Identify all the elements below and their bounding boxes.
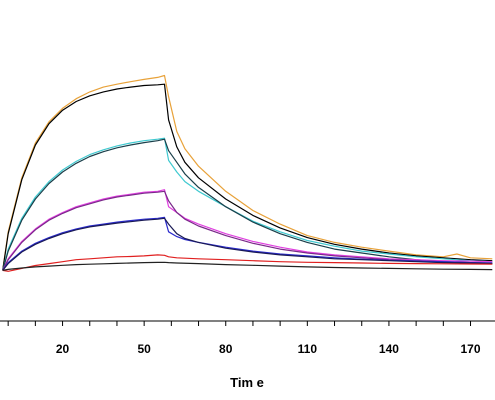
- x-tick-label: 170: [461, 342, 481, 356]
- series-layer: [2, 74, 493, 272]
- series-line-10: [2, 261, 493, 271]
- series-line-8: [2, 217, 493, 271]
- series-line-9: [2, 254, 493, 272]
- x-axis-ticks: 20 50 80 110 140 170: [7, 321, 481, 356]
- series-line-7: [2, 216, 493, 271]
- x-axis-title: Tim e: [230, 375, 264, 390]
- series-line-2: [2, 83, 493, 271]
- series-line-6: [2, 190, 493, 271]
- series-line-1: [2, 74, 493, 271]
- series-line-5: [2, 189, 493, 271]
- x-tick-label: 50: [137, 342, 151, 356]
- x-tick-label: 140: [379, 342, 399, 356]
- x-tick-label: 110: [298, 342, 318, 356]
- x-tick-label: 20: [56, 342, 70, 356]
- x-tick-label: 80: [219, 342, 233, 356]
- series-line-4: [2, 138, 493, 271]
- series-line-3: [2, 137, 493, 271]
